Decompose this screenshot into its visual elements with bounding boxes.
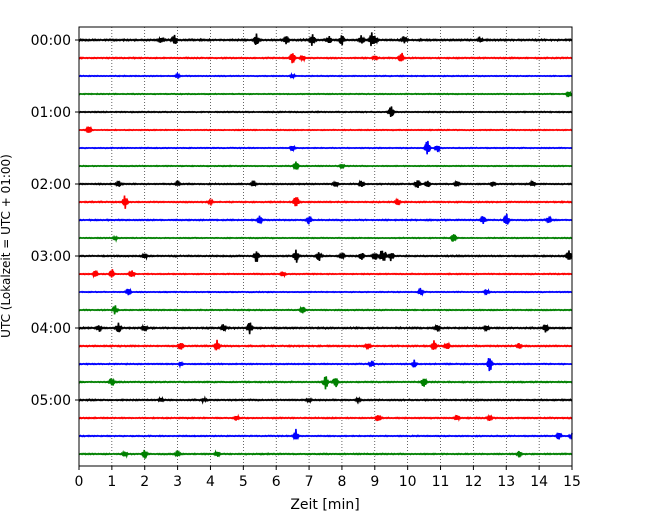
- x-tick-label: 14: [530, 474, 548, 490]
- y-tick-label: 05:00: [31, 393, 71, 409]
- x-tick-label: 0: [75, 474, 84, 490]
- trace-12: [78, 234, 573, 243]
- x-tick-label: 10: [399, 474, 417, 490]
- y-tick-label: 01:00: [31, 105, 71, 121]
- trace-11: [78, 213, 573, 225]
- y-axis-title: UTC (Lokalzeit = UTC + 01:00): [0, 154, 13, 338]
- trace-4: [78, 90, 573, 98]
- x-tick-label: 7: [305, 474, 314, 490]
- trace-17: [78, 322, 573, 335]
- trace-1: [78, 32, 573, 47]
- trace-21: [78, 395, 573, 405]
- x-tick-label: 2: [140, 474, 149, 490]
- trace-5: [78, 106, 573, 118]
- trace-24: [78, 449, 573, 459]
- trace-16: [78, 305, 573, 315]
- trace-2: [78, 52, 573, 64]
- trace-23: [78, 428, 573, 441]
- x-axis: 0 1 2 3 4 5 6 7 8 9 10 11 12 13 14 15: [75, 466, 581, 490]
- trace-13: [78, 249, 573, 263]
- x-axis-title: Zeit [min]: [290, 497, 359, 513]
- trace-3: [78, 71, 573, 80]
- trace-8: [78, 161, 573, 171]
- x-tick-label: 8: [337, 474, 346, 490]
- x-tick-label: 9: [370, 474, 379, 490]
- y-tick-label: 02:00: [31, 177, 71, 193]
- x-tick-label: 13: [497, 474, 515, 490]
- x-tick-label: 11: [432, 474, 450, 490]
- y-tick-label: 03:00: [31, 249, 71, 265]
- x-tick-label: 12: [464, 474, 482, 490]
- trace-22: [78, 413, 573, 422]
- x-tick-label: 1: [107, 474, 116, 490]
- plot-frame: [78, 26, 573, 467]
- x-tick-label: 4: [206, 474, 215, 490]
- trace-20: [78, 376, 573, 390]
- trace-15: [78, 287, 573, 297]
- trace-18: [78, 339, 573, 351]
- x-tick-label: 5: [239, 474, 248, 490]
- trace-14: [78, 269, 573, 279]
- y-tick-label: 00:00: [31, 33, 71, 49]
- x-tick-label: 6: [272, 474, 281, 490]
- trace-10: [78, 195, 573, 209]
- traces: [78, 32, 573, 459]
- y-axis: 00:00 01:00 02:00 03:00 04:00 05:00: [31, 33, 79, 409]
- x-tick-label: 3: [173, 474, 182, 490]
- trace-19: [78, 358, 573, 372]
- grid: [111, 27, 540, 466]
- trace-9: [78, 179, 573, 189]
- trace-6: [78, 125, 573, 133]
- x-tick-label: 15: [563, 474, 581, 490]
- trace-7: [78, 140, 573, 155]
- y-tick-label: 04:00: [31, 321, 71, 337]
